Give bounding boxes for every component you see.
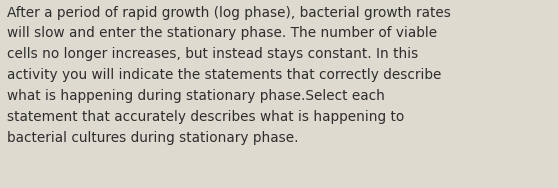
Text: After a period of rapid growth (log phase), bacterial growth rates
will slow and: After a period of rapid growth (log phas… [7,6,450,145]
